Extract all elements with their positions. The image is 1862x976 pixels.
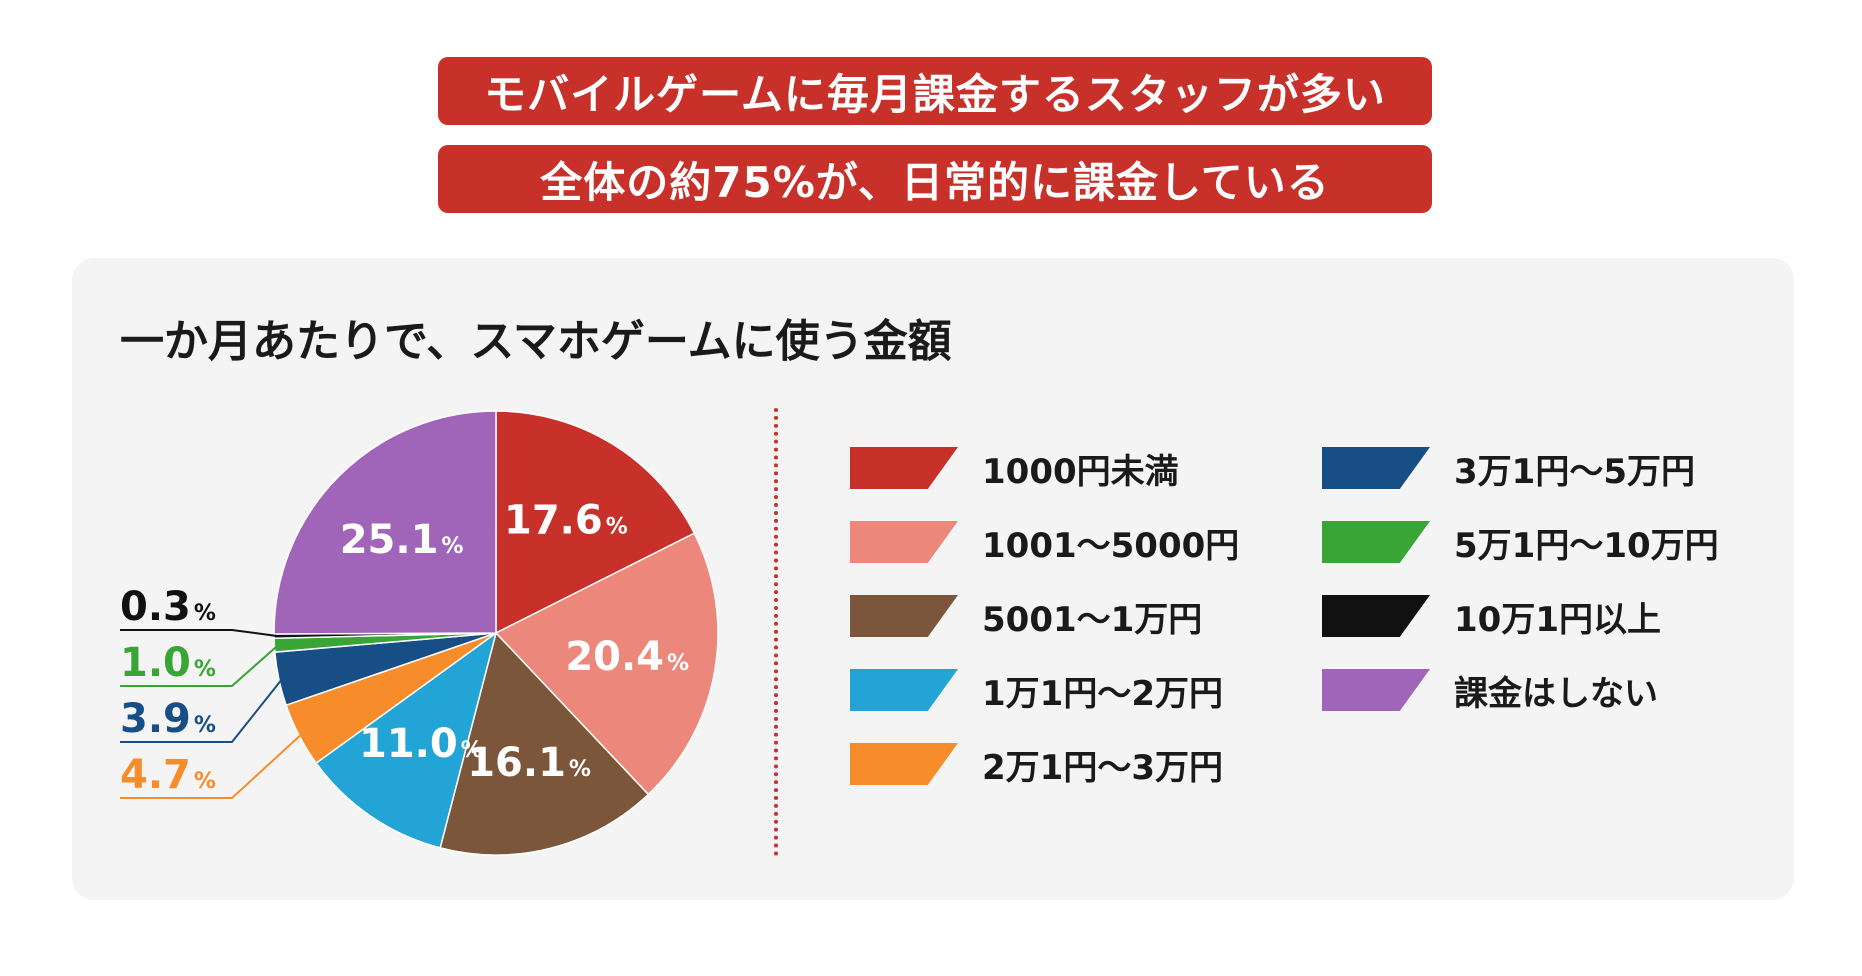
legend-item: 5万1円〜10万円 (1322, 520, 1719, 566)
slice-value-label: 3.9% (120, 696, 216, 742)
legend-swatch (850, 743, 958, 785)
legend-label: 5001〜1万円 (982, 599, 1203, 640)
legend-label: 5万1円〜10万円 (1454, 525, 1719, 566)
legend-label: 2万1円〜3万円 (982, 747, 1223, 788)
legend-item: 1万1円〜2万円 (850, 668, 1223, 714)
legend-item: 2万1円〜3万円 (850, 742, 1223, 788)
legend-swatch (1322, 669, 1430, 711)
headline-text-1: モバイルゲームに毎月課金するスタッフが多い (484, 69, 1386, 119)
leader-line (120, 732, 304, 799)
legend-swatch (850, 669, 958, 711)
legend-item: 1000円未満 (850, 446, 1179, 492)
legend-label: 1万1円〜2万円 (982, 673, 1223, 714)
legend-label: 課金はしない (1454, 673, 1658, 714)
slice-value-label: 4.7% (120, 752, 216, 798)
legend-swatch (1322, 521, 1430, 563)
leader-line (120, 629, 279, 638)
pie-slice (494, 532, 719, 796)
chart-title: 一か月あたりで、スマホゲームに使う金額 (120, 316, 952, 367)
legend-label: 10万1円以上 (1454, 599, 1661, 640)
headline-banner-2: 全体の約75%が、日常的に課金している (438, 145, 1432, 213)
legend-swatch (850, 447, 958, 489)
legend-swatch (1322, 447, 1430, 489)
headline-banner-1: モバイルゲームに毎月課金するスタッフが多い (438, 57, 1432, 125)
leader-line (120, 677, 284, 743)
legend-swatch (850, 521, 958, 563)
legend-swatch (850, 595, 958, 637)
pie-slice (273, 410, 497, 635)
legend-label: 1001〜5000円 (982, 525, 1240, 566)
legend-item: 3万1円〜5万円 (1322, 446, 1695, 492)
legend-label: 3万1円〜5万円 (1454, 451, 1695, 492)
pie-slice (495, 410, 696, 635)
legend-label: 1000円未満 (982, 451, 1179, 492)
slice-value-label: 1.0% (120, 640, 216, 686)
legend-item: 課金はしない (1322, 668, 1658, 714)
pie-slice (439, 631, 650, 856)
slice-value-label: 0.3% (120, 584, 216, 630)
leader-line (120, 644, 279, 687)
legend-swatch (1322, 595, 1430, 637)
legend-item: 1001〜5000円 (850, 520, 1240, 566)
legend-item: 5001〜1万円 (850, 594, 1203, 640)
dotted-divider (774, 408, 778, 856)
headline-text-2: 全体の約75%が、日常的に課金している (540, 157, 1330, 207)
legend-item: 10万1円以上 (1322, 594, 1661, 640)
pie-slice (315, 631, 498, 849)
